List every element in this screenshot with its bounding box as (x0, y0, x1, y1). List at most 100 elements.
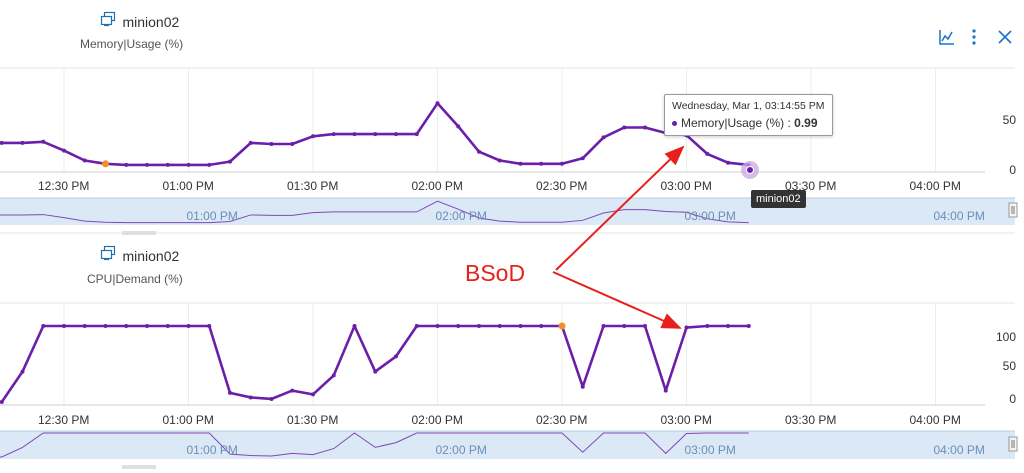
data-point (248, 395, 253, 400)
resize-handle[interactable] (122, 231, 156, 235)
data-point (601, 135, 606, 140)
chart-metric-label: Memory|Usage (%) (80, 37, 184, 51)
x-tick-label: 03:00 PM (660, 413, 712, 427)
annotation-arrow (555, 145, 685, 271)
navigator-scroll-handle[interactable] (1008, 436, 1018, 452)
data-point (726, 324, 730, 328)
data-point (124, 324, 129, 328)
data-point (103, 324, 108, 328)
cpu-navigator[interactable] (0, 431, 1015, 459)
data-point (414, 132, 419, 137)
x-tick-label: 04:00 PM (909, 413, 961, 427)
vm-object-icon (100, 11, 116, 32)
data-point (477, 149, 481, 154)
data-point (145, 162, 149, 167)
series-dot-icon (672, 121, 677, 127)
data-point (82, 158, 87, 163)
data-point (435, 101, 440, 106)
x-tick-label: 02:30 PM (536, 413, 588, 427)
data-point (62, 148, 66, 153)
highlighted-data-point (558, 322, 566, 330)
memory-series (0, 101, 751, 168)
data-point (124, 162, 129, 167)
x-tick-label: 01:00 PM (162, 179, 214, 193)
data-point (539, 324, 544, 328)
data-point (373, 369, 378, 374)
data-point (290, 142, 295, 146)
data-point (0, 400, 4, 404)
y-tick-label: 0 (1009, 392, 1016, 406)
y-tick-label: 50 (1002, 359, 1016, 373)
data-point (186, 324, 191, 328)
data-point (165, 162, 170, 167)
x-tick-label: 02:00 PM (411, 179, 463, 193)
data-point (456, 124, 461, 129)
data-point (539, 161, 544, 166)
close-icon[interactable] (996, 28, 1014, 46)
chart-object-name: minion02 (122, 13, 180, 30)
navigator-tick-label: 01:00 PM (186, 443, 238, 457)
annotation-label: BSoD (465, 260, 526, 286)
data-point (622, 324, 627, 328)
chart-header-memory: minion02 (100, 11, 179, 32)
x-tick-label: 12:30 PM (38, 413, 90, 427)
data-point (311, 392, 315, 397)
data-point (497, 158, 502, 163)
x-tick-label: 01:30 PM (287, 413, 339, 427)
data-point (705, 151, 710, 156)
navigator-line (0, 432, 749, 458)
data-point (746, 324, 751, 328)
memory-navigator[interactable] (0, 198, 1015, 225)
data-point (580, 384, 585, 389)
data-point (663, 388, 668, 393)
data-point (352, 132, 357, 137)
y-tick-label: 0 (1009, 163, 1016, 177)
data-point (497, 324, 502, 328)
navigator-tick-label: 03:00 PM (684, 209, 736, 223)
chart-header-cpu: minion02 (100, 245, 179, 266)
navigator-tick-label: 02:00 PM (435, 209, 487, 223)
data-point (560, 161, 564, 166)
data-point (41, 139, 46, 144)
data-point (0, 140, 4, 145)
chart-object-name: minion02 (122, 247, 180, 264)
data-point (643, 125, 647, 130)
data-point (165, 324, 170, 328)
data-point (228, 159, 232, 164)
data-point (684, 325, 689, 330)
data-point (394, 354, 398, 359)
data-point (601, 324, 606, 328)
data-point (186, 162, 191, 167)
data-point (477, 324, 481, 328)
data-point (311, 134, 315, 139)
highlighted-data-point (102, 160, 109, 168)
navigator-tick-label: 02:00 PM (435, 443, 487, 457)
data-point (269, 396, 274, 401)
tooltip-date: Wednesday, Mar 1, 03:14:55 PM (672, 100, 825, 112)
cpu-series (0, 322, 751, 404)
data-point (373, 132, 378, 137)
data-point (518, 324, 523, 328)
data-point (62, 324, 66, 328)
navigator-tick-label: 04:00 PM (933, 209, 985, 223)
resize-handle[interactable] (122, 465, 156, 469)
tooltip-series-label: Memory|Usage (%) : (681, 116, 791, 130)
x-tick-label: 04:00 PM (909, 179, 961, 193)
chart-settings-icon[interactable] (937, 27, 957, 47)
more-vertical-icon[interactable] (967, 27, 981, 47)
data-point (580, 156, 585, 161)
data-point (622, 125, 627, 130)
hover-object-badge: minion02 (751, 190, 806, 208)
data-point (248, 140, 253, 145)
navigator-tick-label: 04:00 PM (933, 443, 985, 457)
navigator-scroll-handle[interactable] (1008, 202, 1018, 218)
data-point (207, 324, 212, 328)
data-point (20, 140, 25, 145)
data-point (705, 324, 710, 328)
data-point (20, 369, 25, 374)
x-tick-label: 02:00 PM (411, 413, 463, 427)
data-point (435, 324, 440, 328)
series-line (0, 324, 749, 404)
annotation-arrow (552, 271, 682, 329)
